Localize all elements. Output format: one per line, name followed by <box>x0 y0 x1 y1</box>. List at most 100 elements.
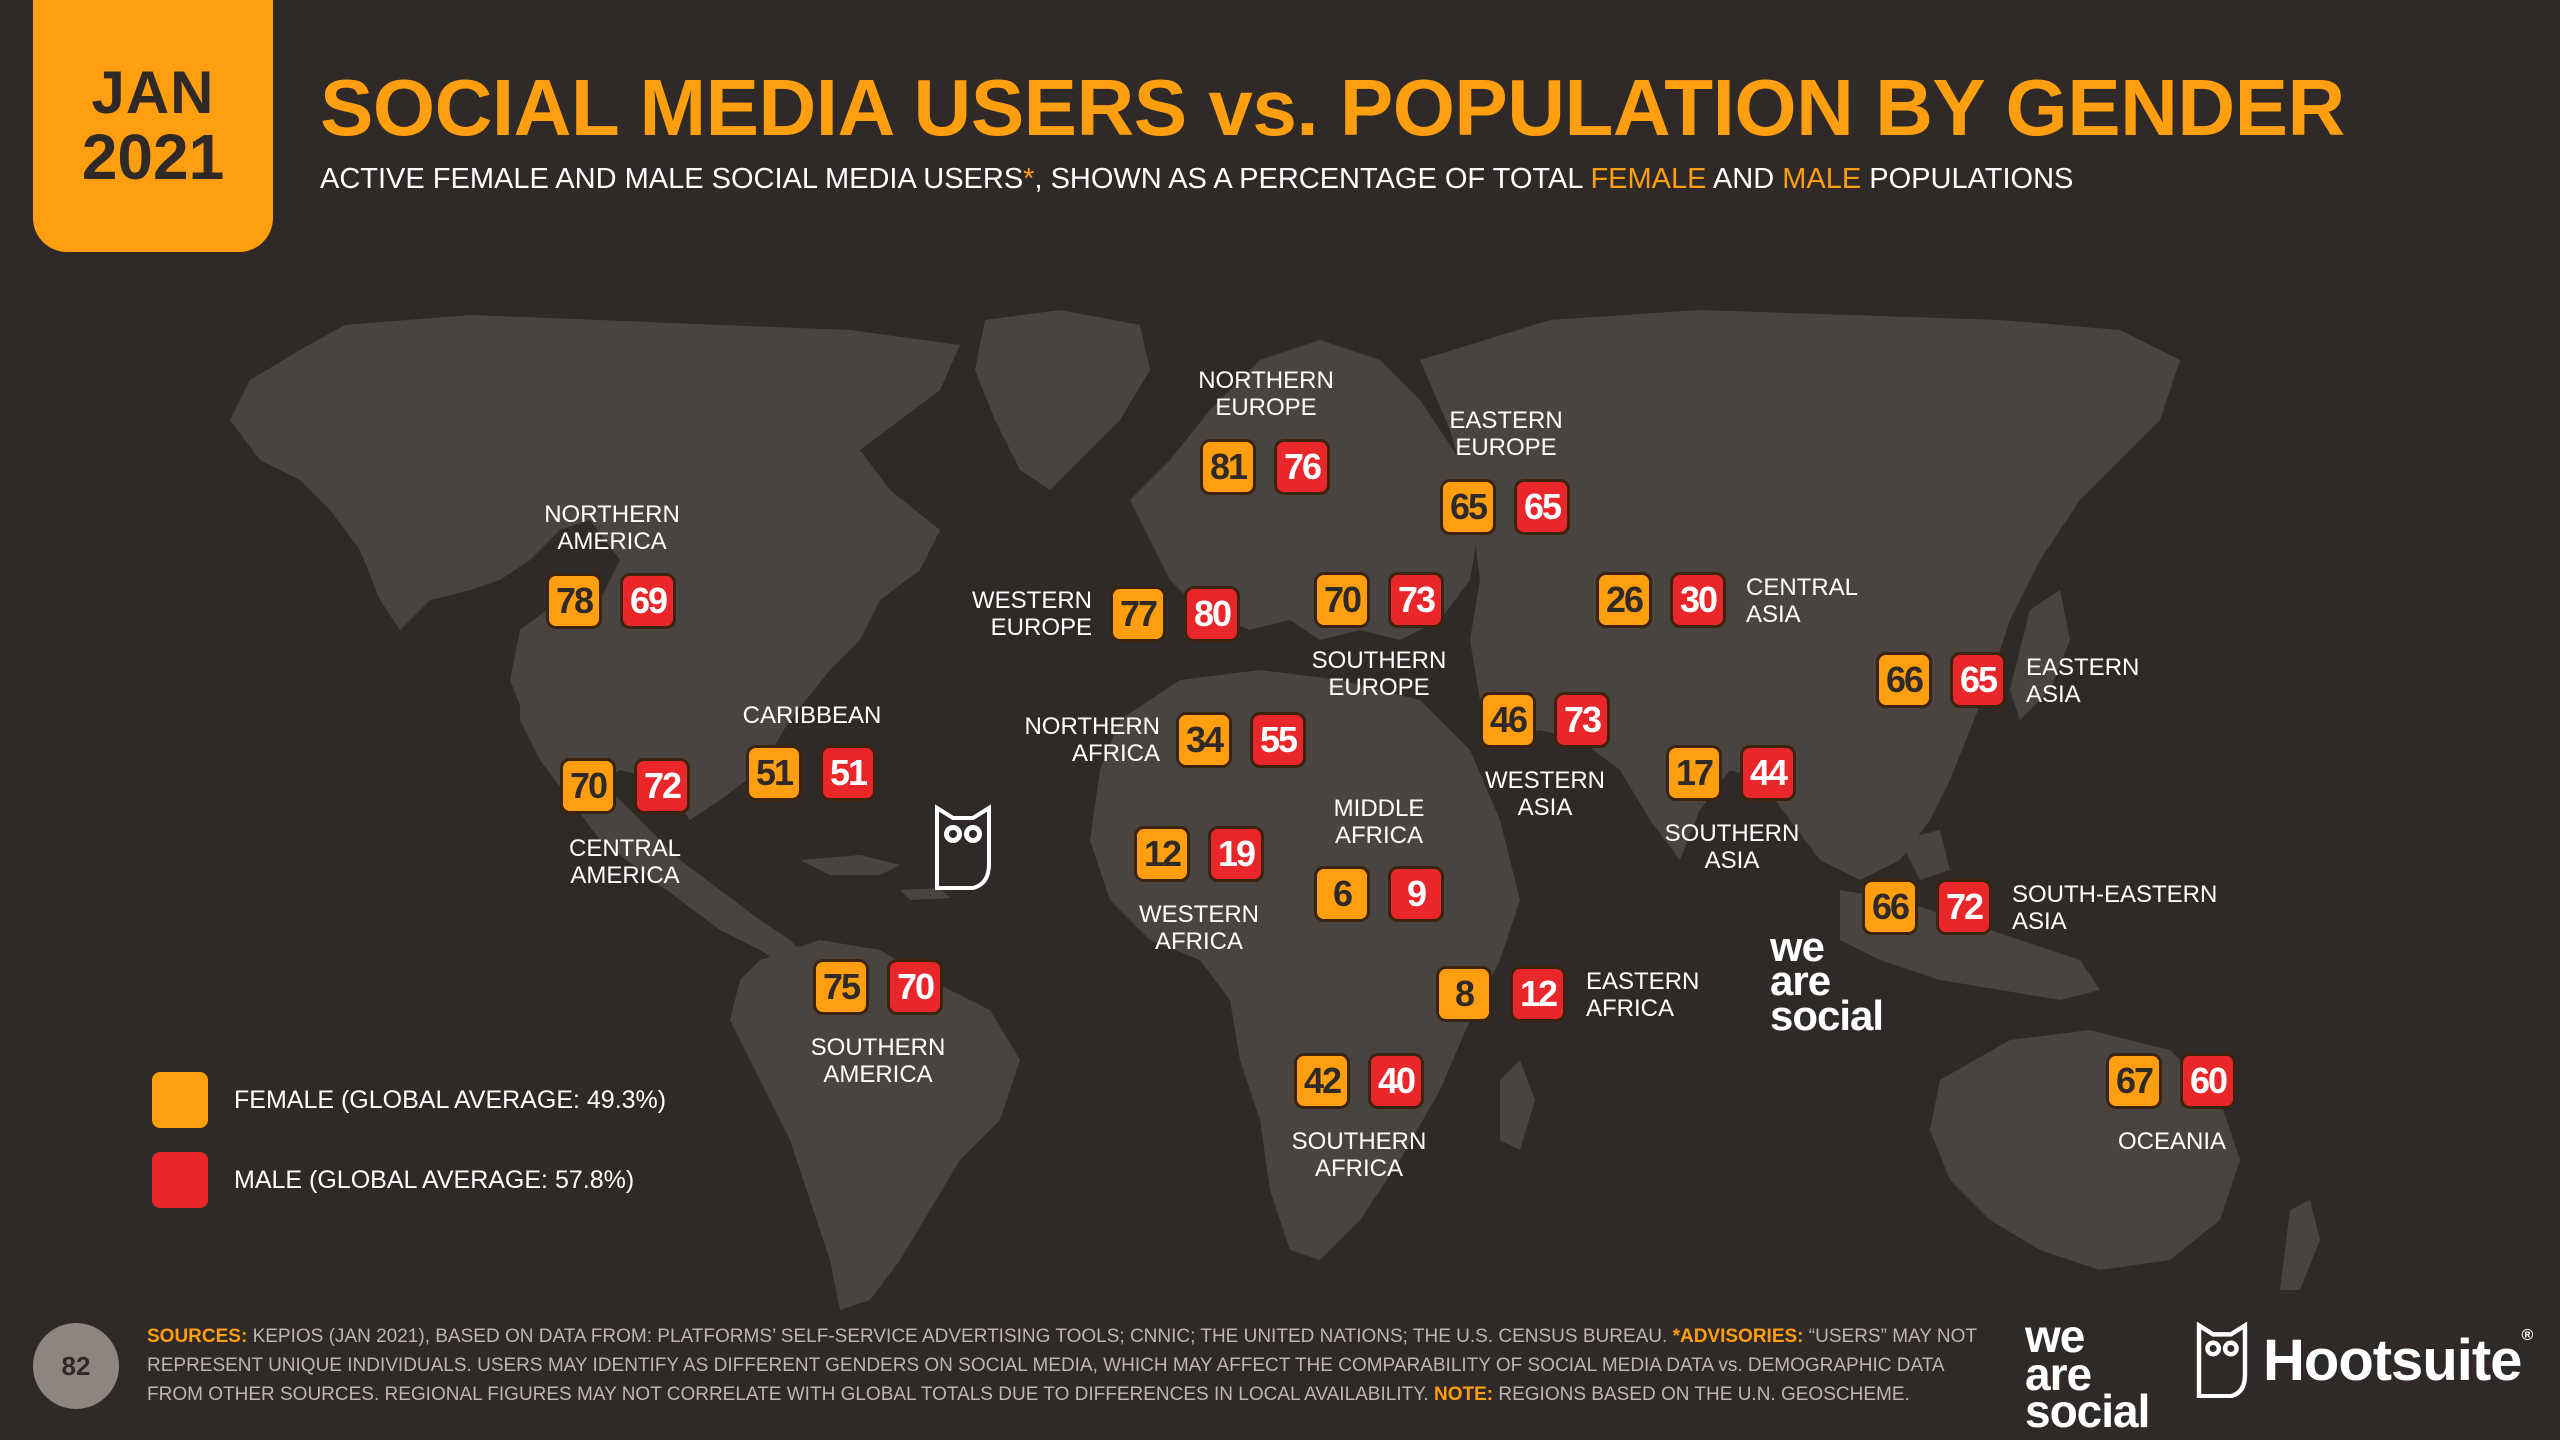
male-badge-eastern-africa: 12 <box>1510 966 1566 1022</box>
central-america-shape <box>520 680 810 970</box>
legend-male-label: MALE (GLOBAL AVERAGE: 57.8%) <box>234 1165 635 1194</box>
male-badge-northern-america: 69 <box>620 573 676 629</box>
owl-icon <box>935 804 991 890</box>
region-label-eastern-asia: EASTERN ASIA <box>2026 654 2140 708</box>
legend-male-swatch <box>152 1152 208 1208</box>
hootsuite-logo: Hootsuite® <box>2195 1322 2533 1398</box>
male-badge-caribbean: 51 <box>820 745 876 801</box>
owl-icon <box>2196 1322 2248 1398</box>
legend-female-label: FEMALE (GLOBAL AVERAGE: 49.3%) <box>234 1085 667 1114</box>
new-zealand-shape <box>2280 1200 2320 1290</box>
japan-shape <box>2010 590 2070 720</box>
region-label-central-asia: CENTRAL ASIA <box>1746 574 1859 628</box>
female-badge-central-asia: 26 <box>1596 572 1652 628</box>
female-badge-southern-america: 75 <box>813 959 869 1015</box>
africa-shape <box>1090 670 1520 1260</box>
female-badge-oceania: 67 <box>2106 1053 2162 1109</box>
subtitle-asterisk: * <box>1023 163 1035 195</box>
date-year: 2021 <box>81 120 225 193</box>
subtitle-text: AND <box>1706 163 1783 195</box>
region-label-northern-africa: NORTHERN AFRICA <box>1024 713 1160 767</box>
page-title: SOCIAL MEDIA USERS vs. POPULATION BY GEN… <box>320 63 2345 152</box>
female-badge-southern-asia: 17 <box>1666 745 1722 801</box>
region-label-caribbean: CARIBBEAN <box>742 702 882 729</box>
male-badge-northern-africa: 55 <box>1250 712 1306 768</box>
caribbean-shape <box>800 855 950 900</box>
subtitle-male: MALE <box>1782 163 1862 195</box>
legend-male: MALE (GLOBAL AVERAGE: 57.8%) <box>152 1152 634 1208</box>
region-label-oceania: OCEANIA <box>2117 1128 2227 1155</box>
region-label-western-asia: WESTERN ASIA <box>1485 767 1605 821</box>
se-asia-shape <box>1840 830 2100 1000</box>
region-label-middle-africa: MIDDLE AFRICA <box>1333 795 1425 849</box>
hootsuite-wordmark: Hootsuite® <box>2263 1326 2533 1393</box>
female-badge-southern-europe: 70 <box>1314 572 1370 628</box>
subtitle-text: , SHOWN AS A PERCENTAGE OF TOTAL <box>1034 163 1591 195</box>
female-badge-northern-america: 78 <box>546 573 602 629</box>
male-badge-southern-america: 70 <box>887 959 943 1015</box>
australia-shape <box>1930 1030 2240 1270</box>
advisories-key: *ADVISORIES: <box>1672 1326 1804 1347</box>
male-badge-central-asia: 30 <box>1670 572 1726 628</box>
region-label-eastern-africa: EASTERN AFRICA <box>1586 968 1700 1022</box>
north-america-shape <box>230 315 960 820</box>
female-badge-western-africa: 12 <box>1134 826 1190 882</box>
male-badge-oceania: 60 <box>2180 1053 2236 1109</box>
sources-note: SOURCES: KEPIOS (JAN 2021), BASED ON DAT… <box>147 1322 1997 1409</box>
female-badge-western-europe: 77 <box>1110 586 1166 642</box>
female-badge-eastern-europe: 65 <box>1440 479 1496 535</box>
date-month: JAN <box>91 58 215 126</box>
subtitle-text: ACTIVE FEMALE AND MALE SOCIAL MEDIA USER… <box>320 163 1024 195</box>
male-badge-southern-asia: 44 <box>1740 745 1796 801</box>
note-key: NOTE: <box>1434 1384 1494 1405</box>
male-badge-eastern-asia: 65 <box>1950 652 2006 708</box>
male-badge-south-eastern-asia: 72 <box>1936 879 1992 935</box>
male-badge-western-africa: 19 <box>1208 826 1264 882</box>
legend-female: FEMALE (GLOBAL AVERAGE: 49.3%) <box>152 1072 666 1128</box>
female-badge-southern-africa: 42 <box>1294 1053 1350 1109</box>
subtitle-text: POPULATIONS <box>1861 163 2074 195</box>
female-badge-middle-africa: 6 <box>1314 866 1370 922</box>
region-label-western-africa: WESTERN AFRICA <box>1139 901 1259 955</box>
asia-shape <box>1420 310 2180 880</box>
region-label-southern-america: SOUTHERN AMERICA <box>810 1034 946 1088</box>
continents <box>230 310 2320 1310</box>
male-badge-southern-africa: 40 <box>1368 1053 1424 1109</box>
male-badge-eastern-europe: 65 <box>1514 479 1570 535</box>
female-badge-northern-africa: 34 <box>1176 712 1232 768</box>
male-badge-western-europe: 80 <box>1184 586 1240 642</box>
male-badge-northern-europe: 76 <box>1274 439 1330 495</box>
male-badge-middle-africa: 9 <box>1388 866 1444 922</box>
sources-key: SOURCES: <box>147 1326 248 1347</box>
page-number: 82 <box>33 1323 119 1409</box>
south-america-shape <box>730 940 1020 1310</box>
madagascar-shape <box>1500 1060 1535 1150</box>
date-badge: JAN 2021 <box>33 0 273 252</box>
region-label-southern-europe: SOUTHERN EUROPE <box>1311 647 1447 701</box>
sources-text: KEPIOS (JAN 2021), BASED ON DATA FROM: P… <box>247 1326 1673 1347</box>
male-badge-southern-europe: 73 <box>1388 572 1444 628</box>
region-label-northern-europe: NORTHERN EUROPE <box>1198 367 1334 421</box>
region-label-south-eastern-asia: SOUTH-EASTERN ASIA <box>2012 881 2218 935</box>
note-text: REGIONS BASED ON THE U.N. GEOSCHEME. <box>1493 1384 1910 1405</box>
region-label-eastern-europe: EASTERN EUROPE <box>1449 407 1563 461</box>
female-badge-caribbean: 51 <box>746 745 802 801</box>
female-badge-western-asia: 46 <box>1480 692 1536 748</box>
female-badge-eastern-africa: 8 <box>1436 966 1492 1022</box>
greenland-shape <box>975 310 1150 490</box>
region-label-northern-america: NORTHERN AMERICA <box>544 501 680 555</box>
male-badge-central-america: 72 <box>634 758 690 814</box>
female-badge-eastern-asia: 66 <box>1876 652 1932 708</box>
we-are-social-footer-logo: we are social <box>2025 1310 2150 1438</box>
region-label-central-america: CENTRAL AMERICA <box>568 835 682 889</box>
female-badge-south-eastern-asia: 66 <box>1862 879 1918 935</box>
region-label-southern-asia: SOUTHERN ASIA <box>1664 820 1800 874</box>
subtitle-female: FEMALE <box>1590 163 1707 195</box>
page-subtitle: ACTIVE FEMALE AND MALE SOCIAL MEDIA USER… <box>320 163 2073 196</box>
female-badge-northern-europe: 81 <box>1200 439 1256 495</box>
we-are-social-logo: we are social <box>1770 923 1884 1039</box>
world-map <box>230 310 2320 1310</box>
female-badge-central-america: 70 <box>560 758 616 814</box>
advisories-text: “USERS” MAY NOT REPRESENT UNIQUE INDIVID… <box>147 1326 1977 1405</box>
region-label-western-europe: WESTERN EUROPE <box>972 587 1092 641</box>
